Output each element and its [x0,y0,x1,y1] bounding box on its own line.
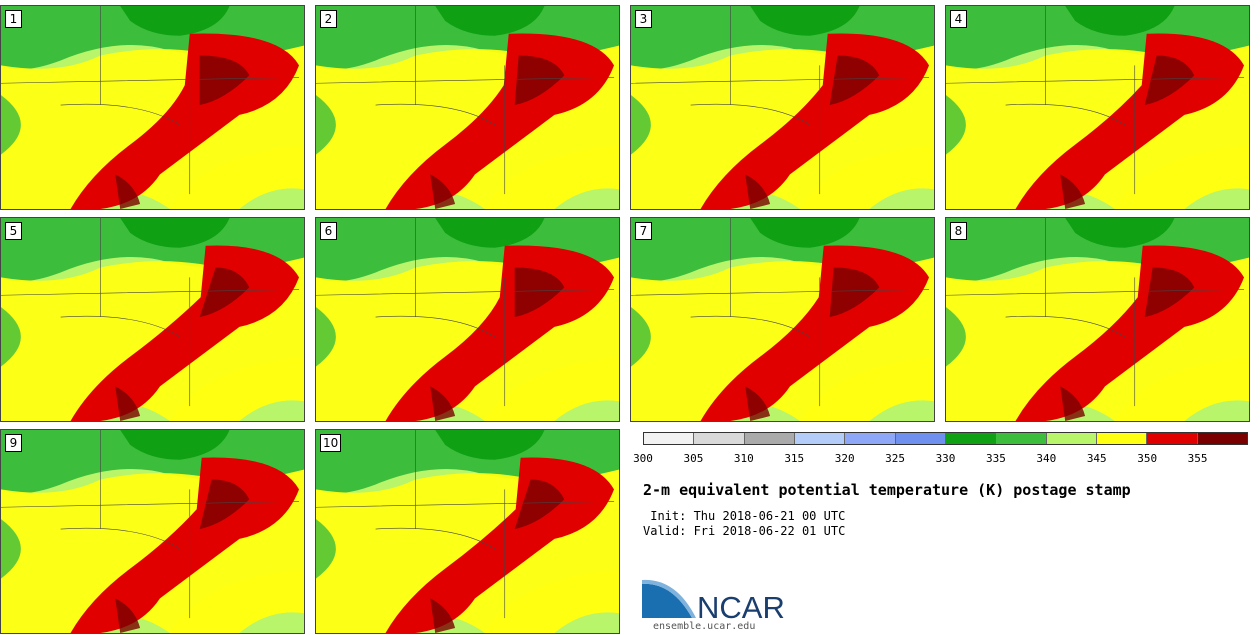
colorbar-swatch [895,433,946,444]
panel-number: 9 [5,434,22,452]
colorbar-swatch [945,433,997,444]
valid-time: Valid: Fri 2018-06-22 01 UTC [643,524,846,538]
colorbar-tick-label: 345 [1086,452,1107,465]
map-panel: 10 [315,429,620,634]
colorbar-swatch [644,433,695,444]
map-panel: 6 [315,217,620,422]
init-time: Init: Thu 2018-06-21 00 UTC [643,509,846,523]
panel-number: 5 [5,222,22,240]
map-panel: 9 [0,429,305,634]
figure-title: 2-m equivalent potential temperature (K)… [643,481,1131,499]
colorbar-tick-label: 330 [935,452,956,465]
colorbar [643,432,1248,445]
map-panel: 1 [0,5,305,210]
panel-number: 4 [950,10,967,28]
colorbar-tick-label: 305 [683,452,704,465]
colorbar-swatch [845,433,896,444]
map-panel: 4 [945,5,1250,210]
map-panel: 7 [630,217,935,422]
map-panel: 5 [0,217,305,422]
panel-number: 2 [320,10,337,28]
map-panel: 3 [630,5,935,210]
colorbar-swatch [1046,433,1097,444]
panel-number: 6 [320,222,337,240]
logo-url: ensemble.ucar.edu [653,621,756,632]
logo-text: NCAR [697,590,785,622]
map-panel: 2 [315,5,620,210]
panel-number: 3 [635,10,652,28]
colorbar-tick-label: 300 [633,452,653,465]
colorbar-tick-label: 315 [784,452,805,465]
colorbar-tick-label: 320 [834,452,855,465]
panel-number: 7 [635,222,652,240]
colorbar-swatch [1096,433,1148,444]
colorbar-swatch [794,433,846,444]
colorbar-swatch [744,433,795,444]
colorbar-swatch [1197,433,1247,444]
colorbar-tick-label: 325 [885,452,906,465]
panel-number: 1 [5,10,22,28]
colorbar-tick-label: 355 [1187,452,1208,465]
ncar-logo: NCAR [642,579,785,622]
colorbar-tick-label: 340 [1036,452,1057,465]
colorbar-tick-label: 335 [985,452,1006,465]
map-panel: 8 [945,217,1250,422]
colorbar-tick-label: 350 [1137,452,1158,465]
panel-number: 8 [950,222,967,240]
colorbar-swatch [1147,433,1198,444]
colorbar-swatch [694,433,745,444]
panel-number: 10 [320,434,342,452]
colorbar-swatch [996,433,1047,444]
colorbar-tick-label: 310 [733,452,754,465]
